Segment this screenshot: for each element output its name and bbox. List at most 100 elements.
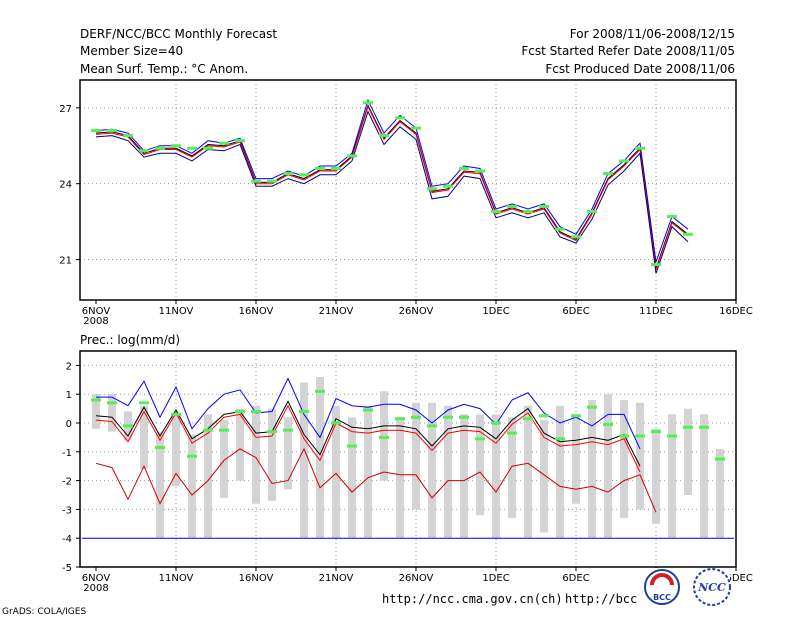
observed-marker	[683, 232, 693, 236]
observed-marker	[123, 424, 133, 428]
spread-bar	[620, 399, 628, 519]
spread-bar	[284, 417, 292, 490]
x-tick-label: 6NOV	[82, 573, 111, 584]
observed-marker	[539, 204, 549, 208]
x-tick-label: 11NOV	[159, 573, 194, 584]
observed-marker	[699, 425, 709, 429]
observed-marker	[475, 169, 485, 173]
x-tick-label: 6DEC	[562, 306, 589, 317]
y-tick-label: -3	[62, 505, 72, 516]
observed-marker	[267, 179, 277, 183]
spread-bar	[508, 417, 516, 519]
observed-marker	[635, 146, 645, 150]
y-tick-label: -4	[62, 534, 72, 545]
y-tick-label: -2	[62, 477, 72, 488]
series-line-median	[95, 404, 641, 473]
observed-marker	[283, 428, 293, 432]
spread-bar	[700, 414, 708, 539]
observed-marker	[347, 154, 357, 158]
observed-marker	[363, 101, 373, 105]
series-line-median	[95, 105, 689, 270]
y-tick-label: -1	[62, 448, 72, 459]
observed-marker	[443, 415, 453, 419]
x-tick-label: 6NOV	[82, 306, 111, 317]
spread-bar	[460, 414, 468, 539]
x-tick-label: 11DEC	[639, 306, 673, 317]
x-tick-label: 1DEC	[482, 306, 509, 317]
ncc-url[interactable]: http://ncc.cma.gov.cn(ch)	[382, 592, 563, 606]
y-tick-label: 24	[59, 180, 72, 191]
spread-bar	[92, 394, 100, 429]
x-tick-label: 11NOV	[159, 306, 194, 317]
x-tick-label: 26NOV	[399, 573, 434, 584]
spread-bar	[316, 376, 324, 539]
observed-marker	[715, 457, 725, 461]
y-tick-label: 21	[59, 256, 72, 267]
observed-marker	[395, 417, 405, 421]
spread-bar	[156, 431, 164, 539]
y-tick-label: 1	[66, 390, 72, 401]
x-tick-label: 26NOV	[399, 306, 434, 317]
spread-bar	[572, 414, 580, 504]
spread-bar	[396, 420, 404, 539]
observed-marker	[507, 431, 517, 435]
observed-marker	[347, 444, 357, 448]
x-year-label: 2008	[83, 316, 108, 327]
observed-marker	[395, 116, 405, 120]
observed-marker	[331, 421, 341, 425]
spread-bar	[540, 420, 548, 533]
header-produced-date: Fcst Produced Date 2008/11/06	[545, 62, 735, 76]
observed-marker	[123, 134, 133, 138]
header-model-title: DERF/NCC/BCC Monthly Forecast	[80, 27, 277, 41]
observed-marker	[331, 167, 341, 171]
spread-bar	[652, 428, 660, 524]
x-tick-label: 6DEC	[562, 573, 589, 584]
bcc-logo-arc-icon	[650, 573, 674, 586]
observed-marker	[155, 146, 165, 150]
grads-credit: GrADS: COLA/IGES	[2, 607, 86, 617]
spread-bar	[252, 405, 260, 504]
series-line-lower	[95, 110, 689, 274]
observed-marker	[139, 401, 149, 405]
observed-marker	[523, 209, 533, 213]
observed-marker	[107, 129, 117, 133]
observed-marker	[507, 204, 517, 208]
spread-bar	[556, 405, 564, 539]
observed-marker	[251, 409, 261, 413]
observed-marker	[683, 425, 693, 429]
observed-marker	[267, 430, 277, 434]
header-start-date: Fcst Started Refer Date 2008/11/05	[521, 44, 735, 58]
observed-marker	[91, 129, 101, 133]
bcc-url[interactable]: http://bcc.	[565, 592, 644, 606]
observed-marker	[523, 417, 533, 421]
x-tick-label: 1DEC	[482, 573, 509, 584]
plot-frame	[79, 350, 737, 568]
spread-bar	[588, 399, 596, 539]
observed-marker	[379, 435, 389, 439]
x-tick-label: 21NOV	[319, 573, 354, 584]
observed-marker	[251, 179, 261, 183]
spread-bar	[636, 402, 644, 510]
observed-marker	[427, 187, 437, 191]
spread-bar	[524, 405, 532, 539]
bcc-logo-text: BCC	[653, 593, 671, 602]
observed-marker	[619, 159, 629, 163]
ncc-logo-text: NCC	[697, 581, 726, 594]
observed-marker	[171, 412, 181, 416]
observed-marker	[155, 445, 165, 449]
precip-axis-label: Prec.: log(mm/d)	[80, 333, 180, 347]
observed-marker	[411, 126, 421, 130]
observed-marker	[459, 167, 469, 171]
observed-marker	[411, 415, 421, 419]
x-tick-label: 16NOV	[239, 573, 274, 584]
observed-marker	[187, 454, 197, 458]
header-variable: Mean Surf. Temp.: °C Anom.	[80, 62, 248, 76]
spread-bar	[428, 402, 436, 539]
observed-marker	[235, 139, 245, 143]
spread-bar	[444, 405, 452, 539]
observed-marker	[379, 134, 389, 138]
spread-bar	[348, 417, 356, 539]
observed-marker	[219, 428, 229, 432]
observed-marker	[475, 437, 485, 441]
ncc-logo: NCC	[693, 568, 731, 606]
